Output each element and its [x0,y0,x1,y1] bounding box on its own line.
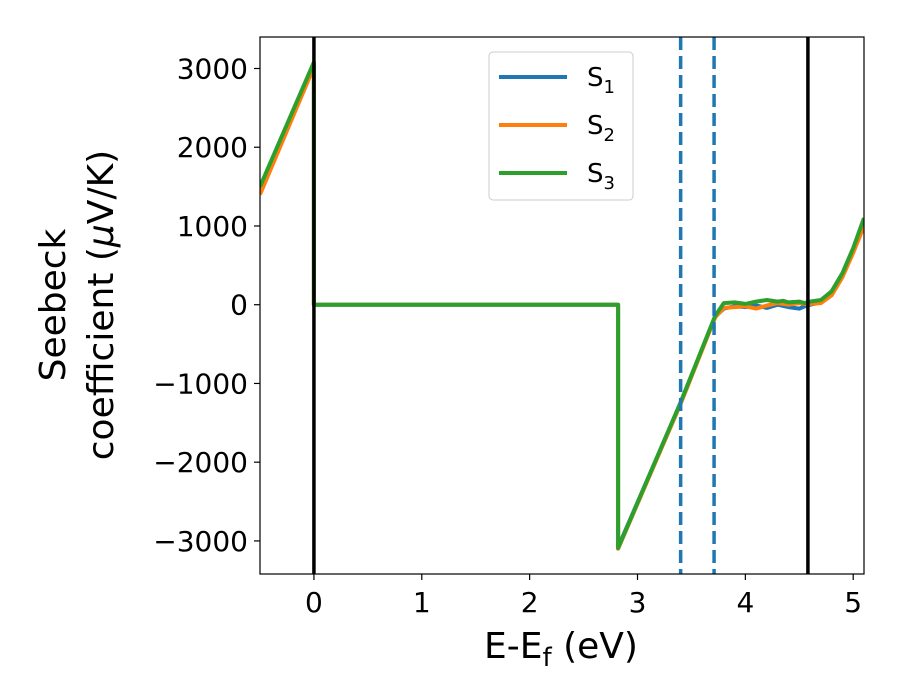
vertical-lines-layer [312,37,810,574]
x-tick-label: 3 [629,586,647,619]
y-tick-label: −1000 [153,367,248,400]
y-tick-label: 0 [230,289,248,322]
y-tick-label: −2000 [153,446,248,479]
x-tick-label: 4 [736,586,754,619]
x-tick-label: 1 [413,586,431,619]
y-axis-label-line1: Seebeck [33,228,74,381]
legend-label-s3: S3 [587,159,615,194]
legend: S1 S2 S3 [488,51,634,201]
y-tick-label: 3000 [177,52,248,85]
y-tick-label: 1000 [177,210,248,243]
legend-label-s2: S2 [587,111,615,146]
y-tick-label: −3000 [153,525,248,558]
x-tick-label: 0 [305,586,323,619]
ticks-layer: 0 1 2 3 4 5 3000 2000 1000 0 −1000 −2000 −3000 [153,52,862,619]
y-tick-label: 2000 [177,131,248,164]
x-tick-label: 5 [844,586,862,619]
x-tick-label: 2 [521,586,539,619]
series-layer [260,60,864,551]
y-axis-label: Seebeck coefficient (μV/K) [33,150,122,460]
legend-label-s1: S1 [587,63,615,98]
x-axis-label: E-Ef (eV) [484,626,638,673]
plot-frame [259,36,865,575]
y-axis-label-line2: coefficient (μV/K) [81,150,122,460]
series-line-s3 [260,60,864,550]
